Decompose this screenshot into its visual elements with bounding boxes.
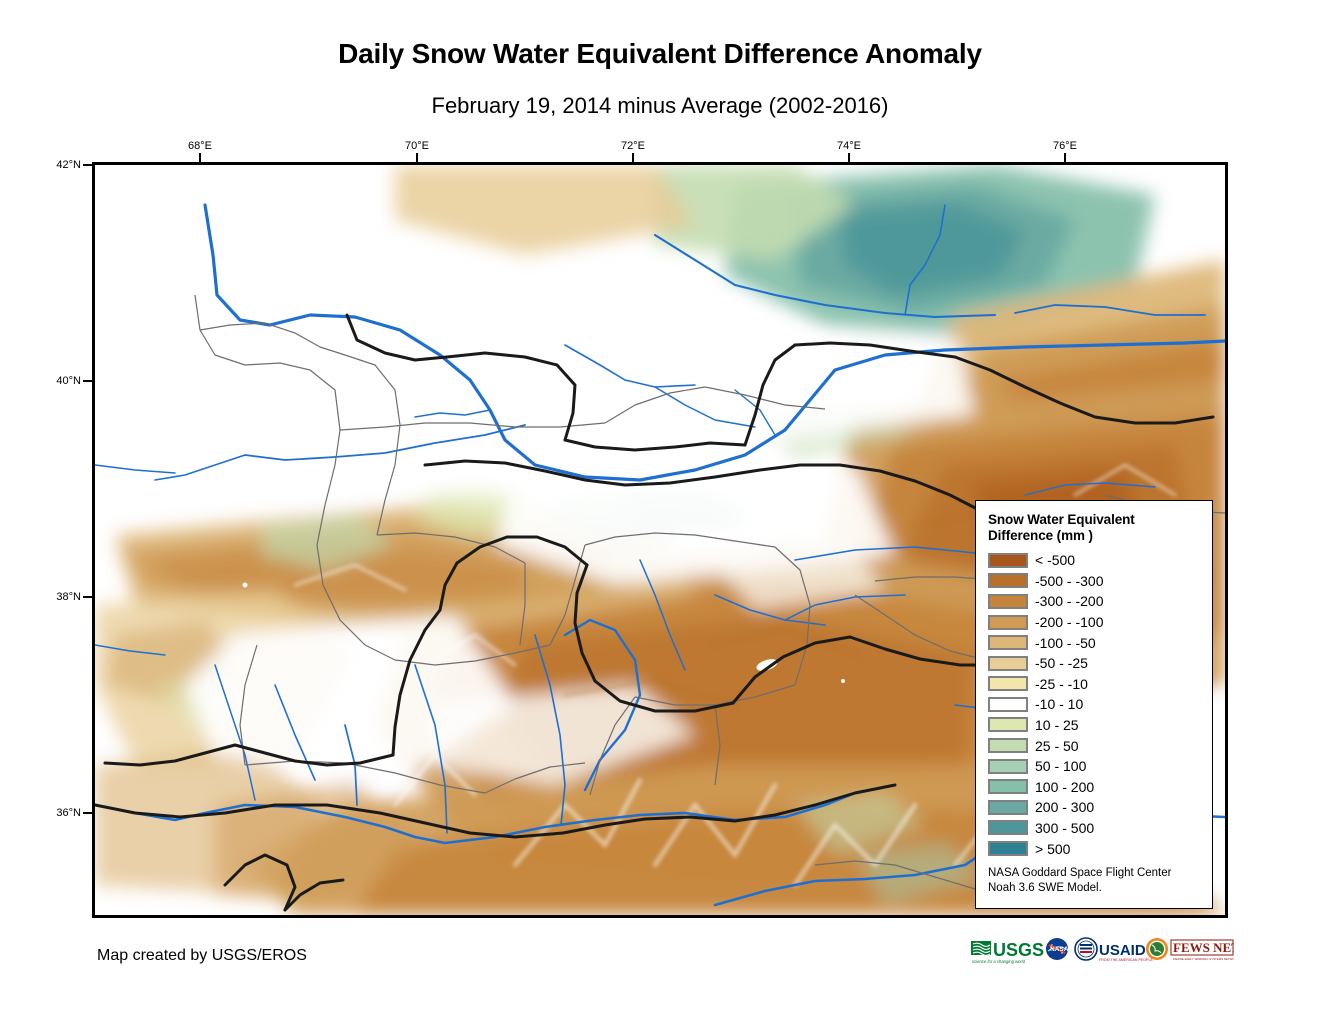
legend-label: -100 - -50 [1035, 634, 1096, 651]
lon-tick [199, 153, 201, 162]
legend-row: -200 - -100 [988, 612, 1212, 633]
legend-swatch [988, 799, 1028, 815]
legend-label: -50 - -25 [1035, 655, 1088, 672]
legend-label: -300 - -200 [1035, 593, 1104, 610]
lat-label-36n: 36°N [56, 807, 81, 819]
legend-swatch [988, 738, 1028, 754]
legend-row: > 500 [988, 838, 1212, 859]
legend-row: 300 - 500 [988, 818, 1212, 839]
svg-text:USAID: USAID [1099, 942, 1146, 959]
legend-row: 100 - 200 [988, 776, 1212, 797]
legend-row: < -500 [988, 550, 1212, 571]
legend-label: 10 - 25 [1035, 716, 1079, 733]
legend-source-line1: NASA Goddard Space Flight Center [988, 866, 1172, 879]
lat-tick [83, 164, 92, 166]
lat-tick [83, 380, 92, 382]
legend-source: NASA Goddard Space Flight Center Noah 3.… [988, 866, 1212, 897]
map-credit: Map created by USGS/EROS [97, 947, 307, 964]
legend-swatch [988, 552, 1028, 568]
legend-row: -500 - -300 [988, 571, 1212, 592]
legend-class-list: < -500 -500 - -300 -300 - -200 -200 - -100 -… [988, 550, 1212, 859]
page-subtitle: February 19, 2014 minus Average (2002-20… [431, 93, 889, 118]
legend-row: -300 - -200 [988, 591, 1212, 612]
legend-swatch [988, 820, 1028, 836]
page-title: Daily Snow Water Equivalent Difference A… [338, 38, 982, 69]
legend-label: 100 - 200 [1035, 778, 1095, 795]
nasa-logo: NASA [1046, 938, 1069, 960]
legend-label: 300 - 500 [1035, 819, 1095, 836]
legend-row: -25 - -10 [988, 674, 1212, 695]
lon-label-74e: 74°E [837, 140, 861, 152]
legend-swatch [988, 655, 1028, 671]
legend-swatch [988, 635, 1028, 651]
lon-label-72e: 72°E [621, 140, 645, 152]
legend-label: 50 - 100 [1035, 758, 1087, 775]
legend-swatch [988, 614, 1028, 630]
legend-label: 25 - 50 [1035, 737, 1079, 754]
agency-logos: USGS science for a changing world NASA U… [968, 932, 1240, 972]
legend-row: 50 - 100 [988, 756, 1212, 777]
legend-swatch [988, 841, 1028, 857]
legend-row: -10 - 10 [988, 694, 1212, 715]
legend-swatch [988, 676, 1028, 692]
map-raster [95, 165, 1225, 915]
svg-text:NASA: NASA [1050, 946, 1069, 953]
legend-label: -200 - -100 [1035, 614, 1104, 631]
usgs-logo: USGS science for a changing world [971, 940, 1044, 964]
svg-text:science for a changing world: science for a changing world [972, 959, 1026, 964]
lon-tick [416, 153, 418, 162]
lat-tick [83, 812, 92, 814]
legend-swatch [988, 696, 1028, 712]
legend-row: -100 - -50 [988, 632, 1212, 653]
lat-label-40n: 40°N [56, 375, 81, 387]
lon-label-70e: 70°E [405, 140, 429, 152]
legend-swatch [988, 573, 1028, 589]
lat-tick [83, 596, 92, 598]
legend-swatch [988, 593, 1028, 609]
fewsnet-logo: FEWS NET FAMINE EARLY WARNING SYSTEMS NE… [1146, 938, 1240, 961]
legend-row: -50 - -25 [988, 653, 1212, 674]
svg-text:FROM THE AMERICAN PEOPLE: FROM THE AMERICAN PEOPLE [1099, 958, 1153, 962]
usaid-logo: USAID FROM THE AMERICAN PEOPLE [1074, 937, 1153, 962]
legend-row: 200 - 300 [988, 797, 1212, 818]
lat-label-38n: 38°N [56, 591, 81, 603]
legend-label: -10 - 10 [1035, 696, 1084, 713]
lon-label-68e: 68°E [188, 140, 212, 152]
lon-tick [632, 153, 634, 162]
legend-swatch [988, 779, 1028, 795]
legend-label: -25 - -10 [1035, 675, 1088, 692]
lon-tick [1064, 153, 1066, 162]
legend-title-line1: Snow Water Equivalent [988, 512, 1135, 527]
legend-title: Snow Water Equivalent Difference (mm ) [988, 512, 1212, 545]
lon-label-76e: 76°E [1053, 140, 1077, 152]
svg-text:USGS: USGS [993, 940, 1044, 960]
legend-row: 10 - 25 [988, 715, 1212, 736]
map-legend: Snow Water Equivalent Difference (mm ) <… [975, 500, 1213, 909]
legend-row: 25 - 50 [988, 735, 1212, 756]
legend-title-line2: Difference (mm ) [988, 528, 1093, 544]
lon-tick [848, 153, 850, 162]
lat-label-42n: 42°N [56, 159, 81, 171]
legend-label: 200 - 300 [1035, 799, 1095, 816]
legend-label: -500 - -300 [1035, 572, 1104, 589]
legend-source-line2: Noah 3.6 SWE Model. [988, 882, 1102, 895]
map-frame[interactable] [92, 162, 1228, 918]
legend-swatch [988, 717, 1028, 733]
legend-swatch [988, 758, 1028, 774]
legend-label: < -500 [1035, 552, 1076, 569]
svg-text:FEWS NET: FEWS NET [1173, 940, 1234, 955]
svg-text:FAMINE EARLY WARNING SYSTEMS N: FAMINE EARLY WARNING SYSTEMS NETWORK [1173, 957, 1234, 961]
legend-label: > 500 [1035, 840, 1071, 857]
